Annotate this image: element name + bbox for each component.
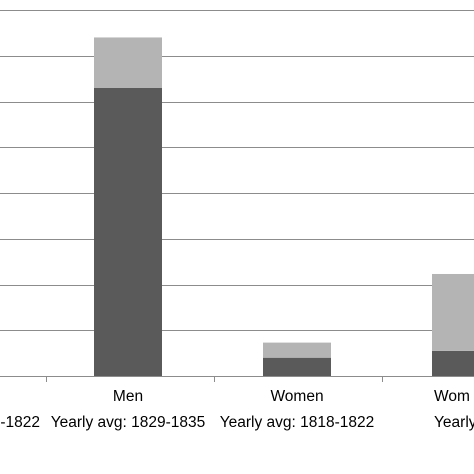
bar-group [94, 37, 474, 377]
bar-segment [263, 357, 331, 376]
category-label-line2: Yearly avg: 1818-1822 [220, 414, 375, 431]
bar-segment [94, 37, 162, 88]
category-label-line2: -1822 [0, 414, 40, 431]
category-label-line2: Yearly avg: 1829-1835 [51, 414, 206, 431]
bar-segment [263, 342, 331, 358]
bar-segment [432, 273, 474, 351]
bar-segment [432, 350, 474, 376]
category-label-line1: Women [270, 388, 323, 405]
bar-segment [94, 87, 162, 377]
category-label-line2: Yearly avg: 1 [434, 414, 474, 431]
category-label-line1: Wom [434, 388, 470, 405]
x-axis [0, 376, 474, 382]
gridlines [0, 10, 474, 331]
category-labels: -1822 Men Yearly avg: 1829-1835 Women Yearly… [0, 388, 474, 431]
category-label-line1: Men [113, 388, 143, 405]
